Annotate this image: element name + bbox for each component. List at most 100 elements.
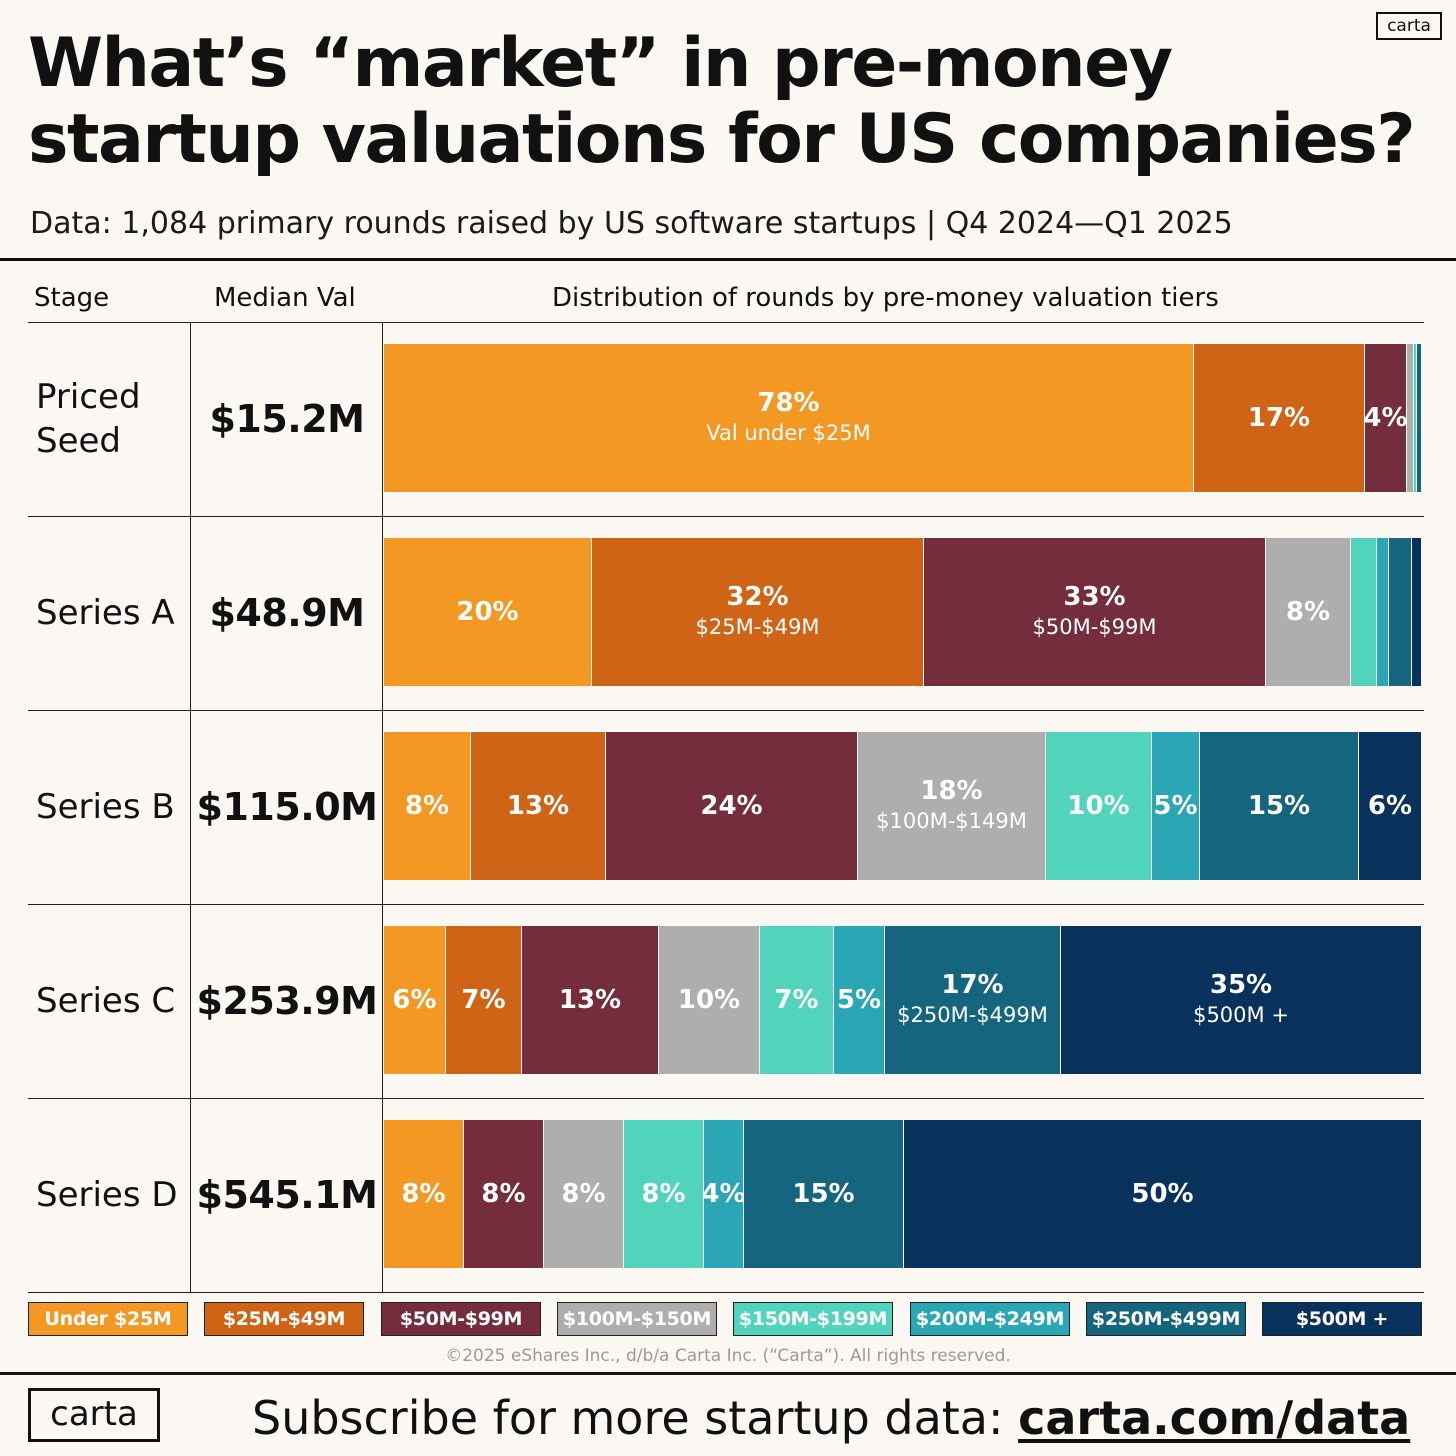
cta-link[interactable]: carta.com/data	[1018, 1391, 1411, 1445]
bar-segment: 35% $500M +	[1061, 926, 1422, 1074]
bar-segment: 8%	[1266, 538, 1351, 686]
median-valuation: $48.9M	[209, 591, 365, 635]
bar-segment: 7%	[760, 926, 834, 1074]
row-divider	[28, 710, 1424, 711]
segment-percent-label: 17%	[941, 970, 1004, 1000]
bar-segment	[1417, 344, 1422, 492]
legend-item: $500M +	[1262, 1302, 1422, 1336]
median-valuation: $115.0M	[196, 785, 378, 829]
subscribe-cta: Subscribe for more startup data: carta.c…	[252, 1390, 1410, 1446]
carta-logo: carta	[28, 1388, 160, 1442]
legend-item: Under $25M	[28, 1302, 188, 1336]
bar-segment: 8%	[624, 1120, 704, 1268]
segment-percent-label: 7%	[774, 985, 819, 1015]
segment-percent-label: 8%	[1285, 597, 1331, 627]
segment-percent-label: 50%	[1131, 1179, 1194, 1209]
bar-segment: 13%	[471, 732, 606, 880]
segment-percent-label: 17%	[1247, 403, 1311, 433]
legend-item: $25M-$49M	[204, 1302, 364, 1336]
segment-percent-label: 33%	[1063, 582, 1126, 612]
median-valuation: $545.1M	[196, 1173, 378, 1217]
segment-tier-label: $250M-$499M	[897, 1003, 1048, 1027]
bar-segment	[1412, 538, 1422, 686]
chart-subtitle: Data: 1,084 primary rounds raised by US …	[30, 206, 1233, 241]
segment-percent-label: 5%	[1153, 791, 1198, 821]
column-header-stage: Stage	[34, 283, 110, 313]
segment-percent-label: 13%	[558, 985, 622, 1015]
stage-label: Series D	[36, 1175, 178, 1215]
bar-segment: 33% $50M-$99M	[924, 538, 1266, 686]
segment-percent-label: 20%	[456, 597, 519, 627]
segment-percent-label: 4%	[1365, 403, 1407, 433]
segment-percent-label: 8%	[404, 791, 450, 821]
stacked-bar: 8% 8% 8% 8% 4% 15% 50%	[384, 1120, 1422, 1268]
bar-segment: 8%	[544, 1120, 624, 1268]
stage-label: Series A	[36, 593, 175, 633]
bar-segment: 10%	[1046, 732, 1152, 880]
row-divider	[28, 1098, 1424, 1099]
bar-segment: 8%	[464, 1120, 544, 1268]
segment-percent-label: 6%	[1367, 791, 1413, 821]
bar-segment	[1351, 538, 1377, 686]
column-header-distribution: Distribution of rounds by pre-money valu…	[552, 283, 1219, 313]
segment-percent-label: 6%	[392, 985, 437, 1015]
segment-percent-label: 5%	[836, 985, 882, 1015]
chart-title: What’s “market” in pre-money startup val…	[28, 24, 1416, 179]
segment-percent-label: 78%	[757, 388, 820, 418]
segment-percent-label: 18%	[920, 776, 983, 806]
bar-segment: 8%	[384, 1120, 464, 1268]
segment-percent-label: 10%	[1067, 791, 1130, 821]
bar-segment: 8%	[384, 732, 471, 880]
bar-segment: 6%	[384, 926, 446, 1074]
stacked-bar: 78% Val under $25M 17% 4%	[384, 344, 1422, 492]
bar-segment: 78% Val under $25M	[384, 344, 1194, 492]
bar-segment: 4%	[1365, 344, 1407, 492]
bar-segment	[1414, 344, 1417, 492]
legend-item: $100M-$150M	[557, 1302, 717, 1336]
copyright: ©2025 eShares Inc., d/b/a Carta Inc. (“C…	[445, 1346, 1011, 1366]
bar-segment: 15%	[1200, 732, 1359, 880]
median-valuation: $15.2M	[209, 397, 365, 441]
bar-segment: 5%	[1152, 732, 1200, 880]
segment-tier-label: $500M +	[1193, 1003, 1289, 1027]
footer-divider	[0, 1372, 1456, 1375]
segment-percent-label: 7%	[461, 985, 506, 1015]
bar-segment: 10%	[659, 926, 760, 1074]
bar-segment: 17%	[1194, 344, 1365, 492]
stacked-bar: 6% 7% 13% 10% 7% 5% 17% $250M-$499M 35% $500M +	[384, 926, 1422, 1074]
bar-segment: 20%	[384, 538, 592, 686]
segment-percent-label: 35%	[1209, 970, 1273, 1000]
stacked-bar: 8% 13% 24% 18% $100M-$149M 10% 5% 15% 6%	[384, 732, 1422, 880]
row-divider	[28, 516, 1424, 517]
stacked-bar: 20% 32% $25M-$49M 33% $50M-$99M 8%	[384, 538, 1422, 686]
segment-percent-label: 8%	[401, 1179, 446, 1209]
segment-percent-label: 8%	[641, 1179, 686, 1209]
row-divider	[28, 322, 190, 323]
segment-percent-label: 13%	[506, 791, 570, 821]
segment-percent-label: 15%	[1247, 791, 1311, 821]
legend-item: $50M-$99M	[381, 1302, 541, 1336]
bar-segment	[1389, 538, 1412, 686]
bar-segment: 7%	[446, 926, 522, 1074]
stage-label: Series B	[36, 787, 175, 827]
bar-segment: 50%	[904, 1120, 1422, 1268]
row-divider	[190, 322, 1424, 323]
bar-segment: 13%	[522, 926, 659, 1074]
segment-percent-label: 4%	[704, 1179, 744, 1209]
segment-tier-label: $25M-$49M	[695, 615, 820, 639]
segment-percent-label: 8%	[481, 1179, 526, 1209]
segment-percent-label: 10%	[677, 985, 741, 1015]
stage-label: Priced Seed	[36, 377, 141, 461]
carta-badge: carta	[1376, 12, 1442, 40]
bar-segment	[1377, 538, 1389, 686]
row-divider	[28, 1292, 1424, 1293]
bar-segment: 24%	[606, 732, 858, 880]
legend-item: $200M-$249M	[910, 1302, 1070, 1336]
legend-item: $250M-$499M	[1086, 1302, 1246, 1336]
segment-tier-label: $100M-$149M	[876, 809, 1027, 833]
legend-item: $150M-$199M	[733, 1302, 893, 1336]
bar-segment: 32% $25M-$49M	[592, 538, 924, 686]
row-divider	[28, 904, 1424, 905]
bar-segment: 5%	[834, 926, 885, 1074]
bar-segment: 17% $250M-$499M	[885, 926, 1061, 1074]
